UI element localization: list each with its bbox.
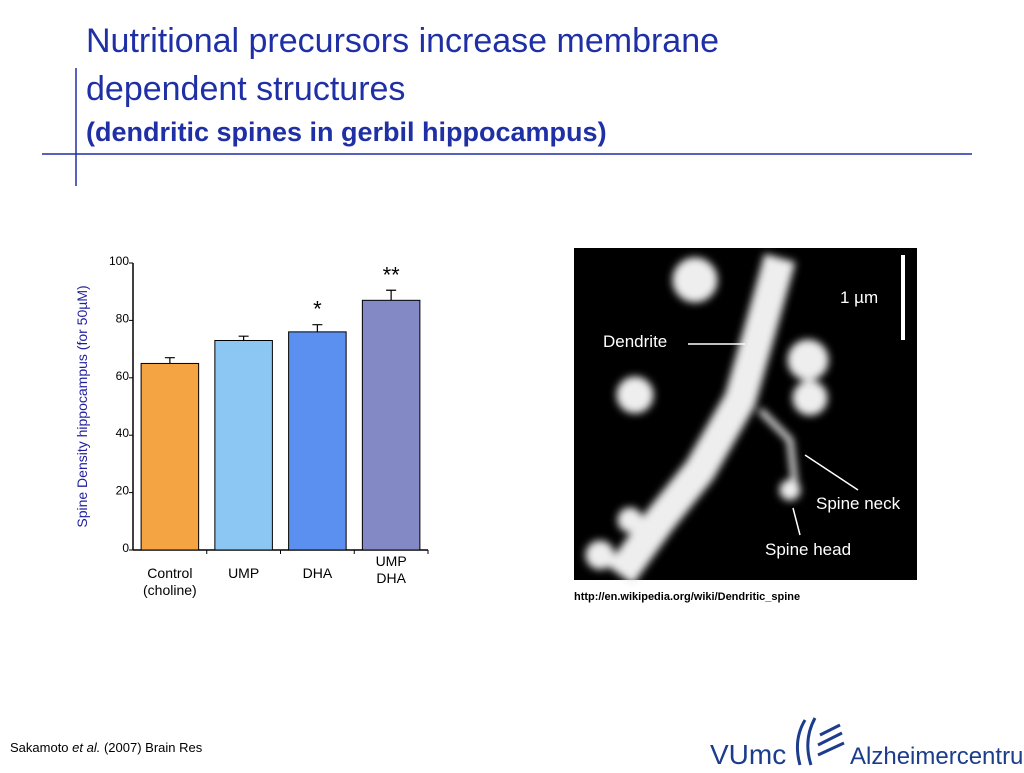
bar bbox=[361, 299, 421, 551]
title: dependent structures bbox=[86, 70, 405, 108]
y-tick-label: 60 bbox=[116, 369, 130, 383]
bar bbox=[288, 331, 347, 551]
citation-part: et al. bbox=[72, 740, 100, 755]
x-tick-label: (choline) bbox=[143, 582, 197, 598]
photo bbox=[574, 248, 917, 585]
chart: 0 20 40 60 80 100 Spine Density hippocampus (f… bbox=[74, 254, 429, 598]
image-label: Spine neck bbox=[816, 494, 901, 513]
citation-part: (2007) Brain Res bbox=[100, 740, 202, 755]
y-tick-label: 100 bbox=[109, 254, 129, 268]
bar bbox=[140, 362, 200, 551]
x-tick-label: Control bbox=[147, 565, 192, 581]
significance: * bbox=[313, 297, 322, 322]
x-tick-label: DHA bbox=[376, 570, 406, 586]
logo-text: Alzheimercentrum bbox=[850, 743, 1024, 768]
image-label: Spine head bbox=[765, 540, 851, 559]
subtitle: (dendritic spines in gerbil hippocampus) bbox=[86, 117, 607, 147]
x-tick-label: UMP bbox=[228, 565, 259, 581]
image-label: Dendrite bbox=[603, 332, 667, 351]
y-tick-label: 0 bbox=[122, 541, 129, 555]
y-tick-label: 40 bbox=[116, 426, 130, 440]
error-bar bbox=[238, 335, 249, 341]
error-bar bbox=[312, 324, 323, 332]
error-bar bbox=[386, 289, 397, 301]
image-scale: 1 µm bbox=[840, 288, 878, 307]
y-tick-label: 80 bbox=[116, 311, 130, 325]
citation-part: Sakamoto bbox=[10, 740, 72, 755]
image-source: http://en.wikipedia.org/wiki/Dendritic_s… bbox=[574, 591, 800, 603]
title: Nutritional precursors increase membrane bbox=[86, 22, 719, 60]
x-tick-label: UMP bbox=[376, 553, 407, 569]
significance: ** bbox=[383, 262, 401, 287]
x-tick-label: DHA bbox=[303, 565, 333, 581]
citation: Sakamoto et al. (2007) Brain Res bbox=[10, 740, 203, 755]
error-bar bbox=[164, 357, 175, 364]
y-axis-label: Spine Density hippocampus (for 50µM) bbox=[74, 285, 90, 527]
y-tick-label: 20 bbox=[116, 484, 130, 498]
logo bbox=[795, 717, 845, 766]
bar bbox=[214, 339, 273, 551]
logo-text: VUmc bbox=[710, 739, 786, 768]
